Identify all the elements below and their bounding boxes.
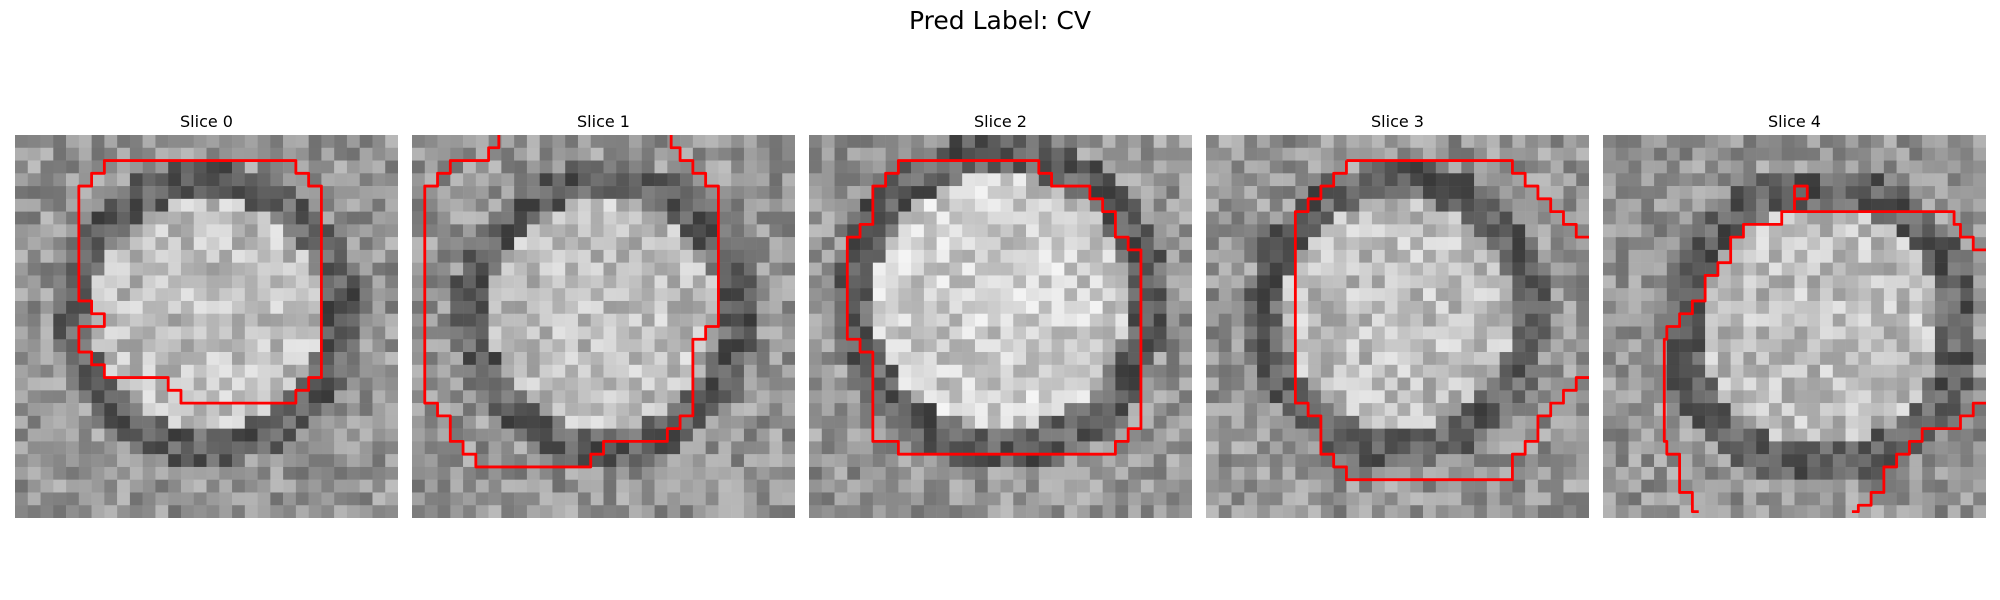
slice-image [1206,135,1589,518]
slice-image [412,135,795,518]
slice-panel-3: Slice 3 [1206,110,1589,518]
segmentation-contour [1293,160,1589,482]
segmentation-contour [1662,184,1986,514]
segmentation-contour [1851,401,1986,514]
slice-panel-1: Slice 1 [412,110,795,518]
slice-panel-4: Slice 4 [1603,110,1986,518]
slice-title: Slice 1 [577,112,630,131]
slice-image [809,135,1192,518]
slice-panel-0: Slice 0 [15,110,398,518]
slice-title: Slice 3 [1371,112,1424,131]
slice-image [15,135,398,518]
slice-image [1603,135,1986,518]
segmentation-contour [845,159,1143,456]
slice-title: Slice 4 [1768,112,1821,131]
slice-panel-2: Slice 2 [809,110,1192,518]
segmentation-contour [423,135,720,469]
slice-title: Slice 0 [180,112,233,131]
segmentation-contour [77,159,323,405]
segmentation-contour [1346,159,1589,239]
figure-title: Pred Label: CV [909,6,1091,35]
slice-title: Slice 2 [974,112,1027,131]
